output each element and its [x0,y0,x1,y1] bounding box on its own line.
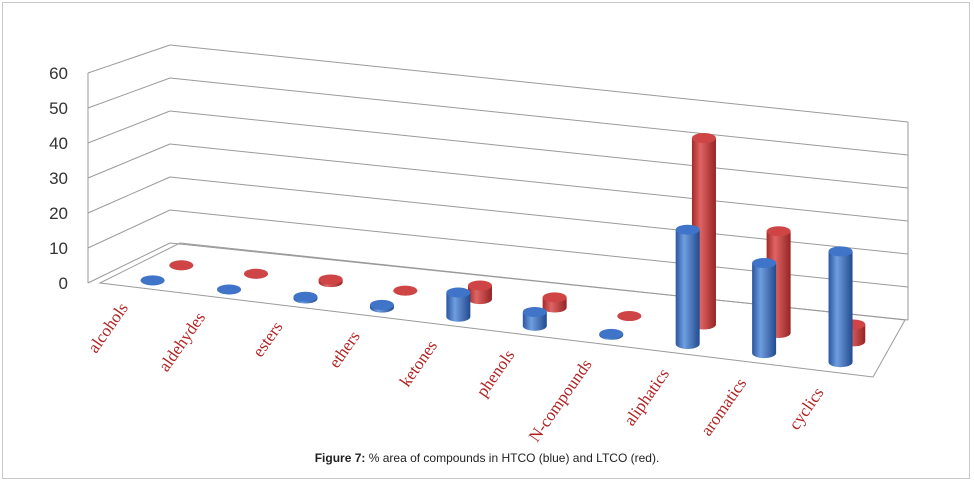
bar-ltco [243,268,268,279]
bar-htco-top [217,284,242,295]
bar-ltco-top [691,133,716,144]
bar-htco [293,291,318,304]
grid-line-side [87,44,171,74]
y-tick-label: 10 [49,239,68,258]
bar-htco-top [522,306,547,317]
bar-htco [828,246,853,368]
bar-ltco [617,311,642,322]
bar-htco-body [828,251,853,368]
grid-line-side [87,77,171,109]
bar-htco [522,306,547,331]
bar-htco-top [293,291,318,302]
bar-htco-top [140,275,165,286]
bar-htco [675,224,700,350]
grid-line-back [169,176,909,255]
x-tick-label: aliphatics [620,365,673,429]
chart-3d-cylinders: 0 10 20 30 40 50 60 alcohols aldehydes esters eth… [49,44,909,445]
bar-htco [599,328,624,340]
grid-line-back [169,77,909,156]
x-tick-label: aldehydes [155,308,210,375]
bar-ltco [393,285,418,296]
caption-label: Figure 7: [314,451,366,465]
bar-htco-body [752,263,777,359]
bar-ltco [467,280,492,305]
bar-htco [446,287,471,322]
y-tick-label: 20 [49,204,68,223]
caption-text: % area of compounds in HTCO (blue) and L… [368,451,660,465]
bar-ltco-top [617,311,642,322]
y-tick-label: 0 [59,274,68,293]
x-tick-label: esters [249,318,287,361]
bar-ltco-top [542,292,567,303]
bar-htco-top [752,258,777,269]
x-tick-label: N-compounds [525,355,596,445]
bar-ltco-top [243,268,268,279]
bar-htco-top [675,224,700,235]
grid-line-back [169,44,909,123]
bar-ltco-top [318,274,343,285]
grid-line-back [169,143,909,222]
x-tick-label: ethers [325,327,364,371]
bar-ltco-top [467,280,492,291]
grid-line-side [87,110,171,144]
grid-line-side [87,143,171,179]
x-tick-label: alcohols [84,299,132,356]
bar-ltco [542,292,567,313]
grid-line-side [87,242,171,284]
bar-ltco [318,274,343,288]
bar-htco-top [446,287,471,298]
bar-htco [752,258,777,359]
grid-line-side [87,209,171,249]
bar-htco-top [828,246,853,257]
x-tick-label: ketones [396,337,441,390]
y-axis-ticks: 0 10 20 30 40 50 60 [49,64,68,293]
chart-bars [140,133,866,368]
grid-line-back [169,110,909,189]
bar-ltco [169,260,194,271]
y-tick-label: 30 [49,169,68,188]
x-tick-label: cyclics [785,384,828,434]
bar-htco [217,284,242,295]
x-tick-label: phenols [473,346,519,400]
bar-htco-body [675,229,700,350]
x-tick-label: aromatics [697,374,750,439]
bar-htco [369,299,394,313]
bar-htco-body [522,311,547,331]
bar-htco-body [446,292,471,322]
bar-htco [140,275,165,286]
bar-ltco-top [169,260,194,271]
bar-ltco-body [467,285,492,305]
grid-line-side [87,176,171,214]
y-tick-label: 50 [49,99,68,118]
figure-caption: Figure 7: % area of compounds in HTCO (b… [0,451,974,465]
bar-htco-top [599,328,624,339]
y-tick-label: 60 [49,64,68,83]
bar-ltco-top [393,285,418,296]
bar-ltco-top [766,226,791,237]
y-tick-label: 40 [49,134,68,153]
grid-line-back [169,209,909,288]
bar-htco-top [369,299,394,310]
